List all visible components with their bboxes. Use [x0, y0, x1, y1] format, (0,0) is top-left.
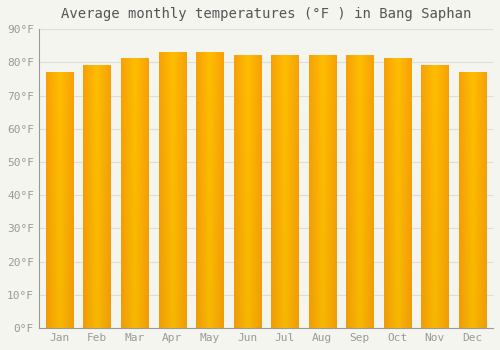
Title: Average monthly temperatures (°F ) in Bang Saphan: Average monthly temperatures (°F ) in Ba…	[60, 7, 471, 21]
